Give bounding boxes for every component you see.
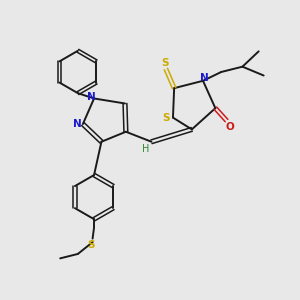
Text: S: S [163,113,170,123]
Text: O: O [225,122,234,132]
Text: N: N [200,74,209,83]
Text: S: S [162,58,169,68]
Text: H: H [142,144,150,154]
Text: N: N [73,119,81,129]
Text: S: S [87,240,95,250]
Text: N: N [87,92,96,102]
